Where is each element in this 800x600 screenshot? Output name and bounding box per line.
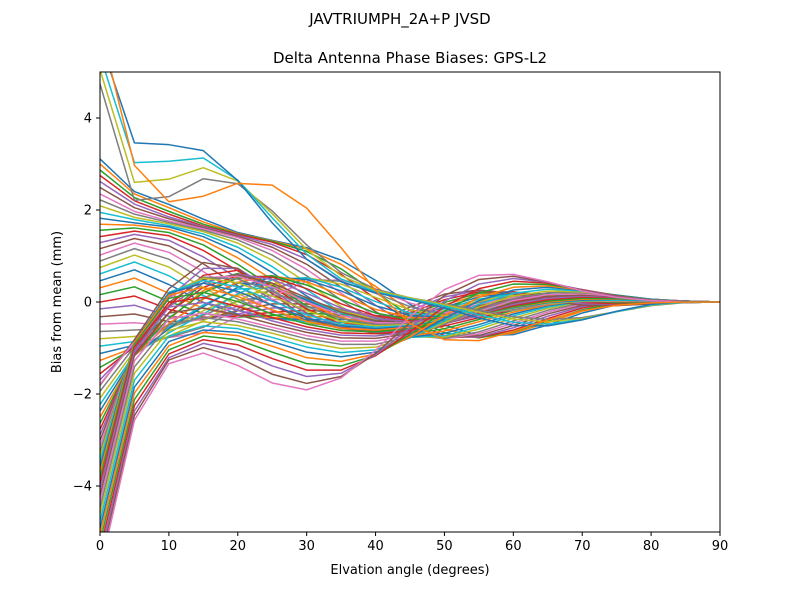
y-tick-label: −4	[73, 480, 92, 495]
y-tick-label: 0	[84, 296, 92, 311]
x-tick-label: 60	[505, 539, 522, 554]
y-tick-label: −2	[73, 388, 92, 403]
y-tick-label: 4	[84, 112, 92, 127]
figure: JAVTRIUMPH_2A+P JVSD Delta Antenna Phase…	[0, 0, 800, 600]
x-tick-label: 90	[712, 539, 729, 554]
x-tick-label: 70	[574, 539, 591, 554]
y-axis: −4 −2 0 2 4	[73, 112, 100, 495]
figure-suptitle: JAVTRIUMPH_2A+P JVSD	[308, 10, 490, 29]
x-tick-label: 50	[436, 539, 453, 554]
y-tick-label: 2	[84, 204, 92, 219]
x-axis-label: Elvation angle (degrees)	[330, 563, 489, 578]
chart-title: Delta Antenna Phase Biases: GPS-L2	[273, 49, 547, 67]
y-axis-label: Bias from mean (mm)	[50, 231, 65, 373]
x-tick-label: 10	[161, 539, 178, 554]
x-tick-label: 80	[643, 539, 660, 554]
x-tick-label: 30	[298, 539, 315, 554]
x-tick-label: 40	[367, 539, 384, 554]
x-tick-label: 0	[96, 539, 104, 554]
x-axis: 0 10 20 30 40 50 60 70 80 90	[96, 532, 728, 554]
x-tick-label: 20	[230, 539, 247, 554]
